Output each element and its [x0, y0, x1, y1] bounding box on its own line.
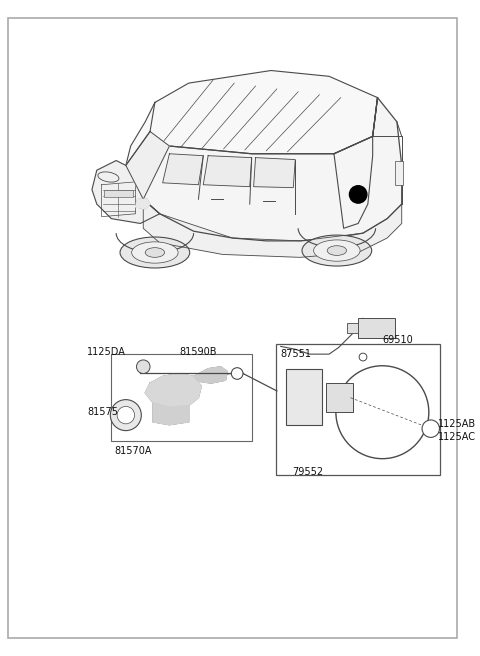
Text: 87551: 87551 [281, 349, 312, 359]
Polygon shape [253, 157, 295, 188]
Circle shape [110, 400, 141, 430]
Ellipse shape [313, 240, 360, 261]
Ellipse shape [120, 237, 190, 268]
Polygon shape [126, 131, 169, 199]
Polygon shape [203, 155, 252, 187]
Bar [104, 190, 132, 197]
Text: 1125DA: 1125DA [87, 347, 126, 357]
Bar [276, 344, 441, 475]
Circle shape [231, 367, 243, 379]
Polygon shape [92, 161, 160, 224]
Ellipse shape [302, 235, 372, 266]
Ellipse shape [145, 248, 165, 257]
Circle shape [422, 420, 440, 438]
Text: 1125AB: 1125AB [438, 419, 476, 429]
Bar [326, 383, 353, 412]
Bar [395, 161, 403, 185]
Polygon shape [143, 199, 402, 257]
Polygon shape [140, 98, 402, 241]
Polygon shape [163, 154, 203, 185]
Circle shape [349, 186, 367, 203]
Circle shape [336, 366, 429, 459]
Text: 79552: 79552 [292, 467, 324, 478]
Ellipse shape [132, 242, 178, 263]
Polygon shape [347, 323, 358, 333]
Circle shape [117, 407, 134, 424]
Circle shape [359, 353, 367, 361]
Text: 69510: 69510 [383, 335, 413, 345]
Ellipse shape [327, 246, 347, 255]
Polygon shape [126, 70, 377, 165]
Text: 81590B: 81590B [179, 347, 216, 357]
Circle shape [136, 360, 150, 373]
Text: 81570A: 81570A [114, 446, 152, 456]
Ellipse shape [98, 172, 119, 182]
Bar [358, 318, 395, 338]
Polygon shape [193, 367, 228, 383]
Polygon shape [135, 199, 150, 209]
Bar [111, 354, 252, 441]
Polygon shape [153, 403, 189, 425]
Text: 1125AC: 1125AC [438, 432, 476, 441]
Bar [286, 369, 323, 425]
Polygon shape [145, 373, 201, 407]
Text: 81575: 81575 [87, 407, 118, 417]
